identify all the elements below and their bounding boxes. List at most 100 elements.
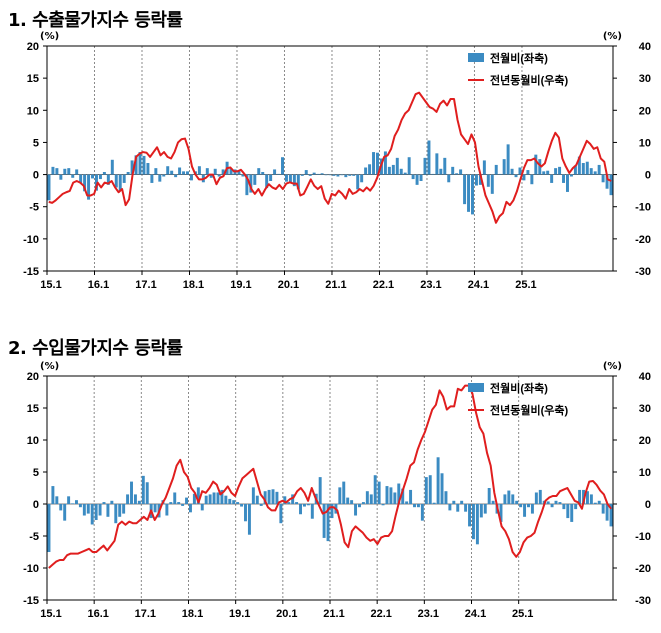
bar: [507, 490, 511, 504]
bar: [138, 152, 142, 175]
bar: [577, 156, 581, 175]
bar: [365, 491, 369, 504]
y-left-tick-label: 15: [27, 73, 39, 85]
bar: [296, 174, 300, 190]
bar: [324, 174, 328, 176]
x-tick-label: 25.1: [512, 608, 533, 620]
bar: [71, 503, 75, 504]
bar: [265, 174, 269, 189]
bar: [212, 492, 216, 504]
bar: [247, 504, 251, 535]
y-right-tick-label: 30: [639, 73, 651, 85]
bar: [348, 174, 352, 176]
bar: [71, 174, 75, 178]
bar: [170, 170, 174, 175]
bar: [538, 489, 542, 504]
bar: [273, 169, 277, 175]
bar: [292, 174, 296, 187]
x-tick-label: 19.1: [229, 608, 250, 620]
bar: [522, 174, 526, 181]
bar: [291, 494, 295, 504]
bar: [338, 487, 342, 504]
bar: [340, 174, 344, 176]
y-left-tick-label: 10: [27, 105, 39, 117]
bar: [526, 170, 530, 175]
bar: [253, 174, 257, 185]
bar: [336, 174, 340, 177]
legend-label-bar: 전월비(좌축): [490, 381, 548, 395]
x-tick-label: 23.1: [418, 608, 439, 620]
bar: [94, 504, 98, 520]
x-tick-label: 21.1: [323, 608, 344, 620]
bar: [597, 164, 601, 175]
bar: [601, 504, 605, 514]
bar: [546, 501, 550, 504]
bar: [213, 168, 217, 175]
bar: [534, 492, 538, 504]
bar: [498, 173, 502, 175]
bar: [94, 174, 98, 191]
bar: [395, 157, 399, 175]
y-left-tick-label: 5: [33, 467, 39, 479]
bar: [391, 164, 395, 175]
series-line: [48, 91, 612, 224]
bar: [255, 495, 259, 504]
bar: [589, 168, 593, 175]
bar: [605, 504, 609, 521]
bar: [82, 504, 86, 516]
bar: [169, 502, 173, 504]
y-left-tick-label: 5: [33, 137, 39, 149]
bar: [585, 161, 589, 175]
x-tick-label: 20.1: [276, 608, 297, 620]
bar: [444, 491, 448, 504]
bar: [530, 504, 534, 514]
bar: [271, 489, 275, 504]
x-tick-label: 22.1: [370, 608, 391, 620]
bar: [110, 500, 114, 504]
bar: [581, 163, 585, 175]
bar: [220, 489, 224, 504]
bar: [358, 504, 361, 508]
y-left-tick-label: -5: [29, 202, 39, 214]
y-right-tick-label: 10: [639, 467, 651, 479]
bar: [106, 174, 110, 185]
bar: [141, 475, 145, 504]
bar: [443, 157, 447, 175]
y-left-tick-label: 20: [27, 41, 39, 53]
x-tick-label: 22.1: [373, 279, 394, 291]
bar: [597, 500, 601, 504]
bar: [424, 477, 428, 504]
bar: [102, 502, 106, 504]
bar: [51, 166, 55, 175]
bar: [200, 504, 204, 511]
y-left-tick-label: -15: [23, 266, 39, 278]
bar: [126, 494, 130, 504]
bar: [165, 504, 169, 516]
bar: [283, 496, 287, 504]
bar: [134, 155, 138, 175]
x-tick-label: 24.1: [468, 279, 489, 291]
bar: [376, 152, 379, 175]
bar: [146, 163, 150, 175]
y-right-tick-label: 30: [639, 403, 651, 415]
x-tick-label: 16.1: [87, 608, 108, 620]
bar: [601, 174, 605, 183]
bar: [609, 504, 613, 527]
bar: [47, 174, 51, 201]
bar: [102, 172, 106, 175]
bar: [98, 174, 102, 180]
bar: [312, 172, 316, 175]
bar: [299, 504, 302, 515]
bar: [582, 489, 585, 504]
bar: [523, 504, 527, 517]
bar: [75, 500, 78, 504]
bar: [562, 504, 566, 510]
bar: [471, 174, 474, 215]
bar: [181, 504, 185, 506]
bar: [514, 174, 518, 178]
x-tick-label: 18.1: [183, 279, 204, 291]
bar: [106, 504, 110, 517]
bar: [460, 500, 464, 504]
bar: [428, 475, 432, 504]
bar: [189, 174, 193, 181]
